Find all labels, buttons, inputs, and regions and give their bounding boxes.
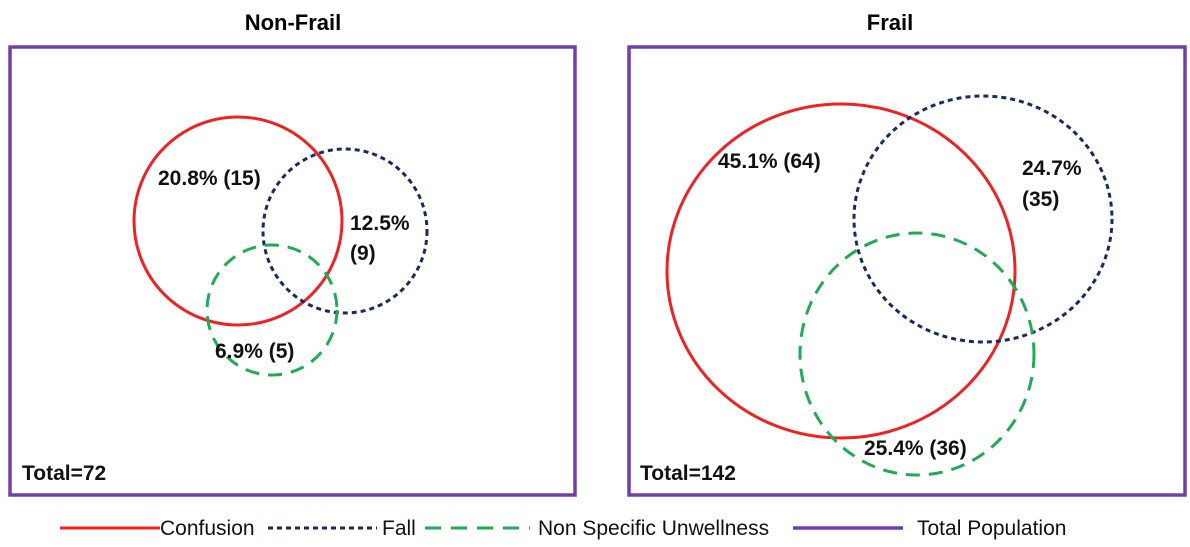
panel-title-non-frail: Non-Frail bbox=[245, 10, 342, 35]
total-label-non-frail: Total=72 bbox=[22, 462, 106, 485]
fall-label-line2-non-frail: (9) bbox=[350, 242, 376, 265]
non-specific-circle-frail bbox=[798, 231, 1036, 477]
legend-fall-label: Fall bbox=[382, 517, 416, 540]
legend-confusion-label: Confusion bbox=[160, 517, 255, 540]
panel-title-frail: Frail bbox=[867, 10, 913, 35]
confusion-label-non-frail: 20.8% (15) bbox=[158, 167, 261, 190]
fall-label-line1-frail: 24.7% bbox=[1022, 157, 1082, 180]
fall-label-line2-frail: (35) bbox=[1022, 188, 1059, 211]
confusion-circle-frail bbox=[665, 102, 1017, 440]
legend: Confusion Fall Non Specific Unwellness T… bbox=[60, 517, 1066, 540]
non-specific-label-frail: 25.4% (36) bbox=[864, 437, 967, 460]
fall-circle-frail bbox=[852, 94, 1114, 344]
non-specific-circle-non-frail bbox=[205, 243, 339, 377]
panel-frail: Frail 45.1% (64) 24.7% (35) 25.4% (36) T… bbox=[627, 10, 1187, 497]
non-specific-label-non-frail: 6.9% (5) bbox=[215, 340, 294, 363]
confusion-circle-non-frail bbox=[132, 115, 344, 327]
total-population-box-frail bbox=[627, 45, 1187, 497]
total-population-box-non-frail bbox=[8, 45, 577, 497]
confusion-label-frail: 45.1% (64) bbox=[718, 150, 821, 173]
fall-circle-non-frail bbox=[261, 147, 429, 315]
legend-non-specific-label: Non Specific Unwellness bbox=[538, 517, 769, 540]
legend-total-label: Total Population bbox=[917, 517, 1066, 540]
fall-label-line1-non-frail: 12.5% bbox=[350, 212, 410, 235]
total-label-frail: Total=142 bbox=[640, 462, 736, 485]
panel-non-frail: Non-Frail 20.8% (15) 12.5% (9) 6.9% (5) … bbox=[8, 10, 577, 497]
